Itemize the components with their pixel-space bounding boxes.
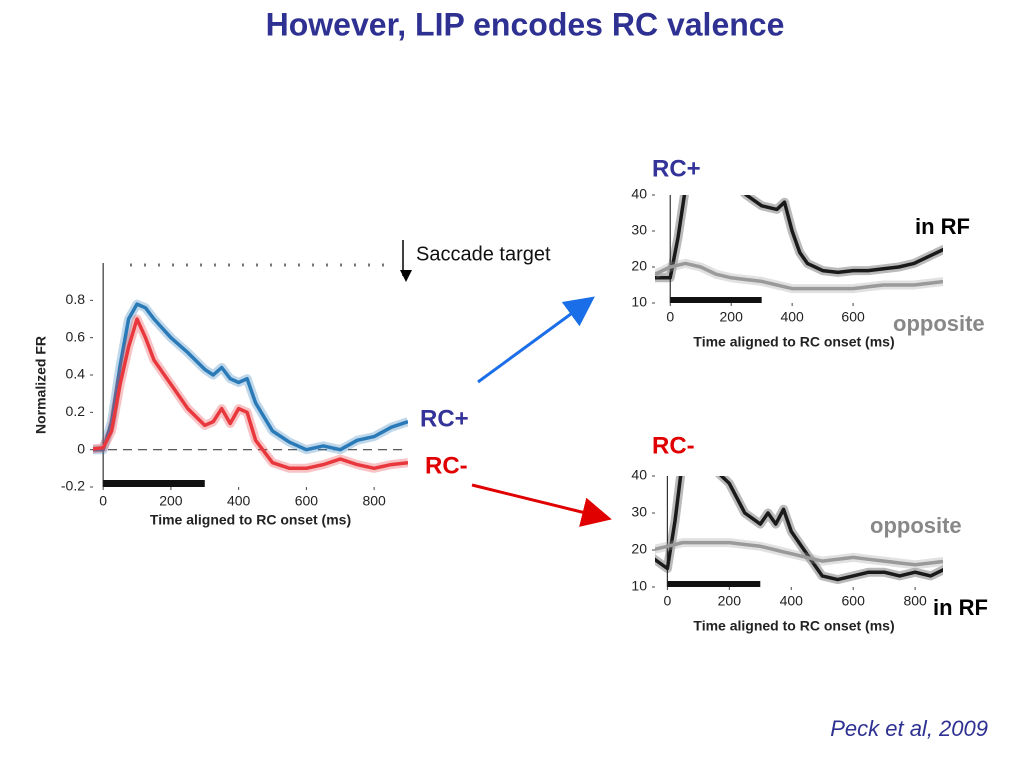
series-label: in RF: [915, 214, 970, 239]
series-label: in RF: [933, 595, 988, 620]
x-tick-label: 600: [295, 493, 319, 509]
y-tick-label: 0.8: [66, 291, 86, 307]
series-label: RC-: [425, 452, 468, 479]
series-label: opposite: [870, 513, 962, 538]
series-line: [655, 476, 943, 582]
x-tick-label: 400: [780, 593, 804, 609]
x-axis-label: Time aligned to RC onset (ms): [693, 618, 894, 634]
x-tick-label: 400: [780, 309, 804, 325]
annotation: Saccade target: [416, 243, 551, 265]
x-axis-label: Time aligned to RC onset (ms): [150, 512, 351, 528]
slide-title: However, LIP encodes RC valence: [266, 6, 785, 42]
stimulus-bar: [670, 297, 762, 303]
x-tick-label: 600: [841, 309, 865, 325]
y-tick-label: 30: [631, 222, 647, 238]
chart-title: RC+: [652, 155, 701, 182]
x-tick-label: 200: [720, 309, 744, 325]
y-tick-label: 30: [631, 504, 647, 520]
y-tick-label: -0.2: [61, 478, 85, 494]
x-tick-label: 800: [903, 593, 927, 609]
x-tick-label: 200: [159, 493, 183, 509]
series-label: RC+: [420, 405, 469, 432]
stimulus-bar: [103, 480, 205, 487]
x-tick-label: 400: [227, 493, 251, 509]
arrow: [471, 483, 612, 527]
series-line: [93, 317, 408, 471]
y-tick-label: 0.6: [66, 328, 86, 344]
y-tick-label: 10: [631, 578, 647, 594]
y-axis-label: Normalized FR: [33, 336, 49, 434]
x-tick-label: 0: [99, 493, 107, 509]
y-tick-label: 0.2: [66, 403, 86, 419]
series-line: [655, 261, 943, 291]
x-tick-label: 800: [362, 493, 386, 509]
y-tick-label: 0: [77, 440, 85, 456]
arrow: [477, 296, 595, 384]
error-band: [93, 314, 408, 473]
x-tick-label: 200: [718, 593, 742, 609]
y-tick-label: 20: [631, 258, 647, 274]
x-tick-label: 0: [666, 309, 674, 325]
x-tick-label: 0: [663, 593, 671, 609]
chart-title: RC-: [652, 432, 695, 459]
y-tick-label: 10: [631, 294, 647, 310]
series-label: opposite: [893, 311, 985, 336]
y-tick-label: 40: [631, 467, 647, 483]
x-axis-label: Time aligned to RC onset (ms): [693, 334, 894, 350]
y-tick-label: 40: [631, 186, 647, 202]
series-line: [655, 540, 943, 567]
y-tick-label: 0.4: [66, 366, 86, 382]
y-tick-label: 20: [631, 541, 647, 557]
series-line: [655, 195, 943, 280]
citation: Peck et al, 2009: [830, 716, 988, 741]
stimulus-bar: [667, 581, 761, 587]
x-tick-label: 600: [842, 593, 866, 609]
series-line: [93, 302, 408, 452]
